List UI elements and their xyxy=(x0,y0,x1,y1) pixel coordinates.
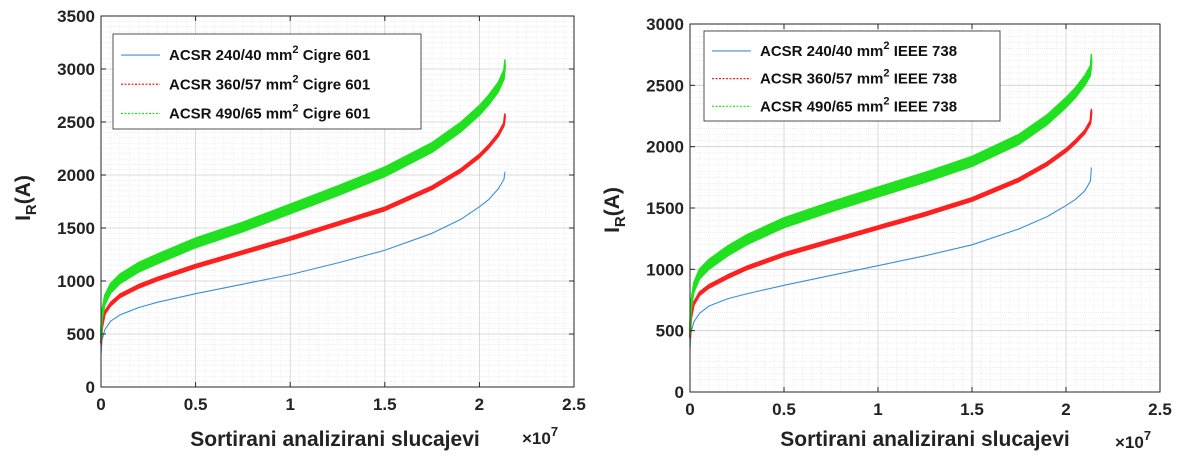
chart-right-xtick-label: 2.5 xyxy=(1148,400,1172,419)
chart-left-ytick-label: 3500 xyxy=(57,7,95,26)
chart-right-ytick-label: 0 xyxy=(675,383,684,402)
right-chart: 0 0.5 1 1.5 2 2.5 0 500 1000 1500 2000 2500 3000 Sort… xyxy=(601,15,1172,452)
chart-left-series-1-line xyxy=(100,171,506,356)
chart-left-ytick-label: 500 xyxy=(67,325,95,344)
chart-right-series-1-line xyxy=(689,167,1092,350)
chart-right-ytick-label: 2000 xyxy=(646,138,684,157)
chart-right-legend-entry-2: ACSR 360/57 mm2 IEEE 738 xyxy=(760,68,957,88)
chart-left-xtick-label: 1 xyxy=(285,395,294,414)
chart-right-grid xyxy=(689,23,1161,393)
chart-right-legend-box xyxy=(703,30,1001,122)
chart-left-ytick-label: 1000 xyxy=(57,272,95,291)
chart-right-legend-entry-1: ACSR 240/40 mm2 IEEE 738 xyxy=(760,40,957,60)
chart-left-ytick-label: 1500 xyxy=(57,219,95,238)
chart-right-series-group xyxy=(688,53,1093,350)
chart-left-xtick-label: 1.5 xyxy=(373,395,397,414)
chart-left-x-multiplier: ×107 xyxy=(522,424,558,448)
chart-left-legend-box xyxy=(112,33,422,130)
chart-left-ytick-label: 2500 xyxy=(57,113,95,132)
chart-left-xtick-label: 2 xyxy=(475,395,484,414)
chart-left-legend-entry-3: ACSR 490/65 mm2 Cigre 601 xyxy=(169,103,370,123)
chart-right-ytick-label: 3000 xyxy=(646,15,684,34)
chart-left-xlabel: Sortirani analizirani slucajevi xyxy=(190,428,479,451)
chart-left-ylabel: IR(A) xyxy=(12,175,40,221)
chart-right-xtick-label: 2 xyxy=(1061,400,1070,419)
chart-left-series-2-line xyxy=(99,115,507,343)
chart-left-legend-entry-2: ACSR 360/57 mm2 Cigre 601 xyxy=(169,73,370,93)
chart-right-ytick-label: 1500 xyxy=(646,199,684,218)
chart-left-xtick-label: 2.5 xyxy=(562,395,586,414)
chart-right-xtick-label: 1.5 xyxy=(960,400,984,419)
chart-left-axes-box xyxy=(100,15,575,388)
chart-right-legend-entry-3: ACSR 490/65 mm2 IEEE 738 xyxy=(760,95,957,115)
chart-right-ytick-label: 1000 xyxy=(646,260,684,279)
chart-right-xtick-label: 0 xyxy=(685,400,694,419)
chart-right-legend: ACSR 240/40 mm2 IEEE 738 ACSR 360/57 mm2 … xyxy=(703,30,1001,122)
chart-right-series-2-line xyxy=(688,110,1093,337)
chart-left-ytick-label: 0 xyxy=(86,378,95,397)
chart-left-series-group xyxy=(99,59,507,356)
chart-right-xtick-label: 1 xyxy=(873,400,882,419)
chart-left-xtick-label: 0.5 xyxy=(184,395,208,414)
chart-right-xtick-label: 0.5 xyxy=(772,400,796,419)
left-chart: 0 0.5 1 1.5 2 2.5 0 500 1000 1500 2000 2500 3000 3500… xyxy=(12,7,586,451)
chart-left-xtick-label: 0 xyxy=(96,395,105,414)
chart-left-ytick-label: 2000 xyxy=(57,166,95,185)
chart-left-legend-entry-1: ACSR 240/40 mm2 Cigre 601 xyxy=(169,44,370,64)
chart-right-ytick-label: 500 xyxy=(656,322,684,341)
chart-left-legend: ACSR 240/40 mm2 Cigre 601 ACSR 360/57 mm2… xyxy=(112,33,422,130)
chart-left-ytick-label: 3000 xyxy=(57,60,95,79)
chart-right-x-multiplier: ×107 xyxy=(1115,428,1151,452)
chart-right-series-3-line xyxy=(688,59,1093,331)
chart-left-series-3-line xyxy=(99,64,507,337)
chart-right-ytick-label: 2500 xyxy=(646,76,684,95)
chart-right-ylabel: IR(A) xyxy=(601,187,629,233)
chart-right-xlabel: Sortirani analizirani slucajevi xyxy=(780,428,1069,451)
